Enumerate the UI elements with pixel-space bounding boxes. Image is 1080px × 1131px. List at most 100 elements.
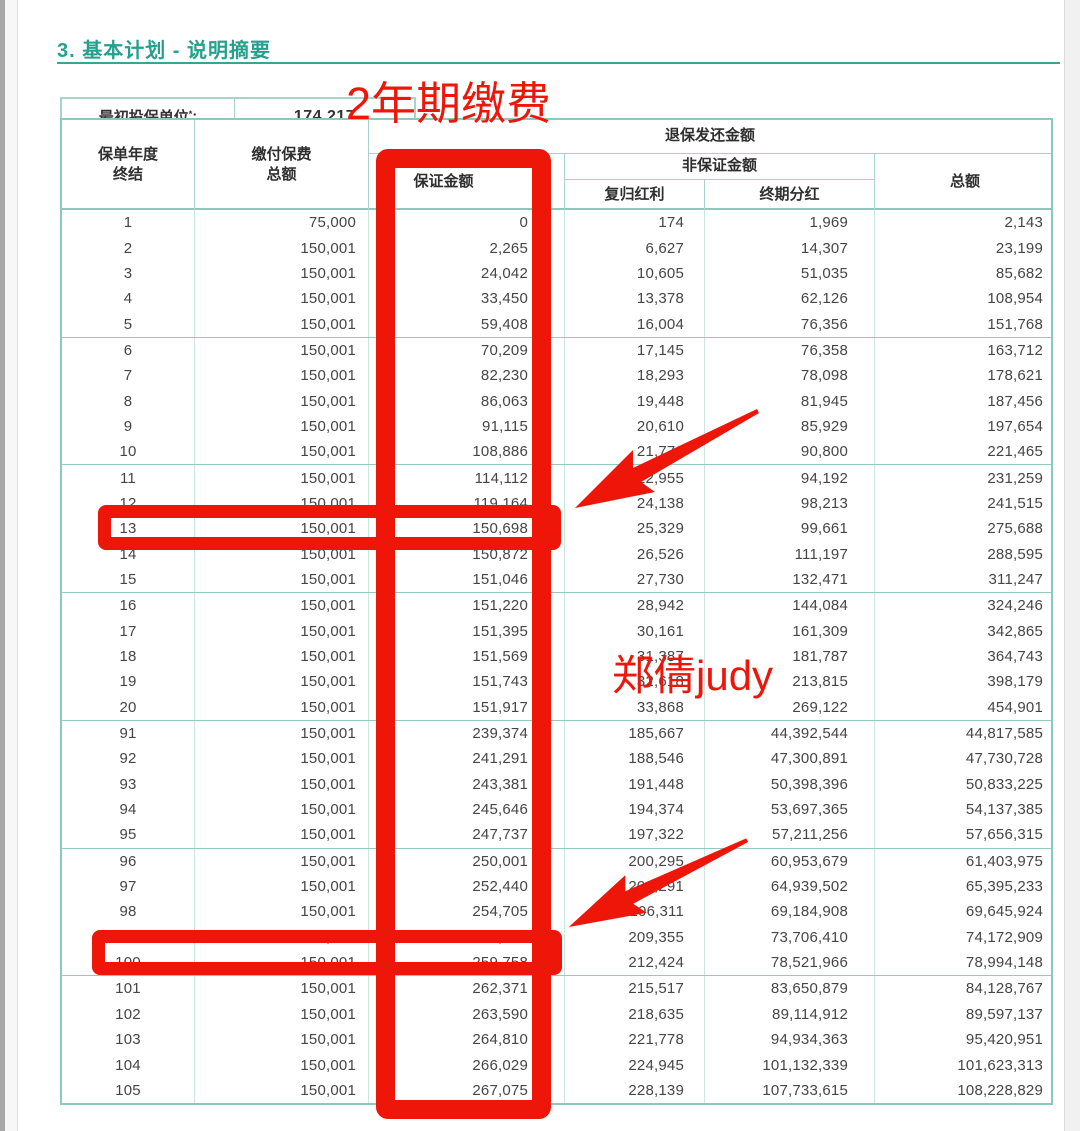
cell-policy-year: 16	[62, 593, 195, 619]
cell-guaranteed: 151,917	[369, 694, 565, 720]
cell-guaranteed: 91,115	[369, 413, 565, 440]
cell-terminal-dividend: 83,650,879	[705, 976, 875, 1002]
annotation-text-payment-term: 2年期缴费	[346, 78, 552, 129]
cell-reversionary-bonus: 174	[565, 210, 705, 236]
table-row: 5 150,001 59,408 16,004 76,356 151,768	[62, 311, 1055, 337]
table-row: 18 150,001 151,569 31,387 181,787 364,743	[62, 643, 1055, 670]
cell-premium-total: 150,001	[195, 771, 369, 797]
cell-premium-total: 75,000	[195, 210, 369, 236]
cell-premium-total: 150,001	[195, 337, 369, 364]
cell-total: 108,954	[987, 290, 1043, 308]
cell-terminal-dividend: 69,184,908	[705, 899, 875, 925]
cell-reversionary-bonus: 218,635	[565, 1001, 705, 1027]
cell-terminal-dividend: 94,934,363	[705, 1027, 875, 1053]
cell-policy-year: 97	[62, 873, 195, 900]
cell-premium-total: 150,001	[195, 566, 369, 593]
table-row: 93 150,001 243,381 191,448 50,398,396 50,833,…	[62, 771, 1055, 797]
table-row: 101 150,001 262,371 215,517 83,650,879 84,128…	[62, 976, 1055, 1002]
cell-policy-year: 8	[62, 388, 195, 414]
cell-guaranteed: 86,063	[369, 388, 565, 414]
cell-premium-total: 150,001	[195, 669, 369, 695]
initial-units-colon: :	[192, 108, 198, 125]
cell-premium-total: 150,001	[195, 643, 369, 670]
cell-total: 57,656,315	[965, 826, 1043, 844]
cell-guaranteed: 252,440	[369, 873, 565, 900]
cell-total: 163,712	[987, 341, 1043, 359]
cell-reversionary-bonus: 224,945	[565, 1052, 705, 1078]
table-row: 10 150,001 108,886 21,779 90,800 221,465	[62, 439, 1055, 465]
cell-reversionary-bonus: 33,868	[565, 694, 705, 720]
cell-policy-year: 93	[62, 771, 195, 797]
cell-terminal-dividend: 111,197	[705, 541, 875, 567]
cell-terminal-dividend: 78,098	[705, 363, 875, 389]
cell-guaranteed: 70,209	[369, 337, 565, 364]
cell-total: 151,768	[987, 315, 1043, 333]
cell-terminal-dividend: 89,114,912	[705, 1001, 875, 1027]
cell-terminal-dividend: 57,211,256	[705, 822, 875, 848]
table-row: 4 150,001 33,450 13,378 62,126 108,954	[62, 286, 1055, 312]
table-row: 3 150,001 24,042 10,605 51,035 85,682	[62, 260, 1055, 287]
cell-policy-year: 103	[62, 1027, 195, 1053]
annotation-box-row-13	[98, 505, 561, 550]
table-row: 13 150,001 150,698 25,329 99,661 275,688	[62, 516, 1055, 542]
row-group: 16 150,001 151,220 28,942 144,084 324,246 17 15…	[62, 593, 1051, 721]
cell-reversionary-bonus: 188,546	[565, 746, 705, 772]
title-underline	[57, 62, 1060, 64]
cell-reversionary-bonus: 20,610	[565, 413, 705, 440]
cell-guaranteed: 151,569	[369, 643, 565, 670]
cell-total: 65,395,233	[965, 878, 1043, 896]
table-row: 9 150,001 91,115 20,610 85,929 197,654	[62, 413, 1055, 440]
cell-reversionary-bonus: 10,605	[565, 260, 705, 287]
annotation-arrow-row-13	[575, 409, 759, 508]
cell-policy-year: 2	[62, 235, 195, 261]
header-reversionary-bonus: 复归红利	[565, 180, 705, 210]
cell-guaranteed: 245,646	[369, 796, 565, 823]
cell-policy-year: 1	[62, 210, 195, 236]
benefit-illustration-table: 保单年度 终结 缴付保费 总额 退保发还金额 保证金额 非保证金额 总额 复归红…	[60, 118, 1053, 1105]
cell-guaranteed: 114,112	[369, 465, 565, 491]
cell-reversionary-bonus: 228,139	[565, 1077, 705, 1104]
cell-premium-total: 150,001	[195, 1052, 369, 1078]
cell-premium-total: 150,001	[195, 413, 369, 440]
cell-reversionary-bonus: 30,161	[565, 618, 705, 644]
annotation-box-row-100	[92, 930, 562, 975]
annotation-arrow-row-100	[568, 838, 749, 928]
table-row: 1 75,000 0 174 1,969 2,143	[62, 210, 1055, 236]
cell-reversionary-bonus: 209,355	[565, 924, 705, 950]
cell-reversionary-bonus: 185,667	[565, 720, 705, 747]
cell-guaranteed: 254,705	[369, 899, 565, 925]
page-left-gutter	[5, 0, 18, 1131]
cell-terminal-dividend: 44,392,544	[705, 720, 875, 747]
table-row: 103 150,001 264,810 221,778 94,934,363 95,420…	[62, 1027, 1055, 1053]
cell-policy-year: 6	[62, 337, 195, 364]
cell-reversionary-bonus: 24,138	[565, 490, 705, 517]
cell-terminal-dividend: 107,733,615	[705, 1077, 875, 1104]
cell-policy-year: 102	[62, 1001, 195, 1027]
cell-terminal-dividend: 85,929	[705, 413, 875, 440]
row-group: 96 150,001 250,001 200,295 60,953,679 61,403,…	[62, 848, 1051, 977]
cell-terminal-dividend: 213,815	[705, 669, 875, 695]
cell-policy-year: 15	[62, 566, 195, 593]
cell-total: 69,645,924	[965, 903, 1043, 921]
cell-policy-year: 92	[62, 746, 195, 772]
cell-total: 241,515	[987, 494, 1043, 512]
cell-guaranteed: 250,001	[369, 848, 565, 874]
cell-total: 288,595	[987, 545, 1043, 563]
cell-guaranteed: 247,737	[369, 822, 565, 848]
row-group: 6 150,001 70,209 17,145 76,358 163,712 7 150,00…	[62, 337, 1051, 466]
cell-reversionary-bonus: 31,387	[565, 643, 705, 670]
cell-premium-total: 150,001	[195, 796, 369, 823]
cell-guaranteed: 267,075	[369, 1077, 565, 1104]
cell-premium-total: 150,001	[195, 593, 369, 619]
header-premium-total: 缴付保费 总额	[195, 120, 369, 210]
cell-terminal-dividend: 76,356	[705, 311, 875, 337]
cell-terminal-dividend: 14,307	[705, 235, 875, 261]
header-non-guaranteed-amount: 非保证金额	[565, 154, 875, 180]
table-row: 94 150,001 245,646 194,374 53,697,365 54,137,…	[62, 796, 1055, 823]
cell-reversionary-bonus: 221,778	[565, 1027, 705, 1053]
cell-reversionary-bonus: 215,517	[565, 976, 705, 1002]
cell-guaranteed: 263,590	[369, 1001, 565, 1027]
cell-guaranteed: 151,046	[369, 566, 565, 593]
cell-total: 398,179	[987, 673, 1043, 691]
